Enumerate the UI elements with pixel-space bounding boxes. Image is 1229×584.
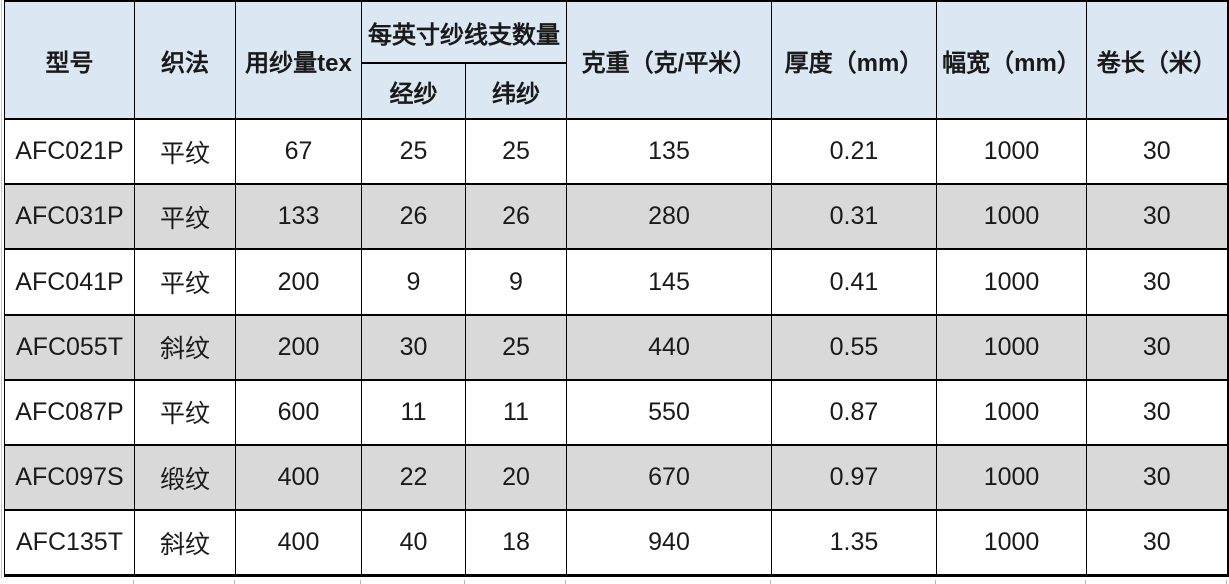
cell-weft: 25	[465, 117, 567, 186]
cell-weft: 25	[465, 313, 567, 381]
cell-thickness: 0.21	[771, 117, 937, 186]
cell-width: 1000	[936, 183, 1087, 251]
cell-weft: 18	[465, 509, 567, 577]
cell-yarn-tex: 67	[235, 117, 362, 186]
table-row: AFC031P 平纹 133 26 26 280 0.31 1000 30	[4, 183, 1228, 251]
cell-thickness: 0.55	[771, 313, 937, 381]
cell-model: AFC021P	[4, 117, 135, 186]
header-length: 卷长（米）	[1086, 0, 1228, 120]
cell-width: 1000	[936, 248, 1087, 316]
header-width: 幅宽（mm）	[936, 0, 1087, 120]
cell-warp: 30	[361, 313, 466, 381]
cell-weave: 平纹	[134, 117, 236, 186]
cell-width: 1000	[936, 444, 1087, 512]
cell-model: AFC087P	[4, 378, 135, 447]
cell-warp: 11	[361, 378, 466, 447]
table-row: AFC097S 缎纹 400 22 20 670 0.97 1000 30	[4, 444, 1228, 512]
header-weft: 纬纱	[465, 62, 567, 120]
cell-weight: 280	[566, 183, 772, 251]
cell-model: AFC135T	[4, 509, 135, 577]
cell-warp: 25	[361, 117, 466, 186]
cell-weave: 平纹	[134, 378, 236, 447]
cell-weight: 670	[566, 444, 772, 512]
cell-weight: 940	[566, 509, 772, 577]
cell-width: 1000	[936, 378, 1087, 447]
header-model: 型号	[4, 0, 135, 120]
cell-weave: 平纹	[134, 183, 236, 251]
left-gridline	[1, 0, 2, 578]
cell-thickness: 0.31	[771, 183, 937, 251]
cell-length: 30	[1086, 248, 1228, 316]
cell-thickness: 0.41	[771, 248, 937, 316]
cell-width: 1000	[936, 117, 1087, 186]
cell-width: 1000	[936, 509, 1087, 577]
cell-warp: 26	[361, 183, 466, 251]
cell-weight: 145	[566, 248, 772, 316]
cell-weight: 135	[566, 117, 772, 186]
table-row: AFC087P 平纹 600 11 11 550 0.87 1000 30	[4, 378, 1228, 447]
cell-model: AFC041P	[4, 248, 135, 316]
table-header: 型号 织法 用纱量tex 每英寸纱线支数量 克重（克/平米） 厚度（mm） 幅宽…	[4, 0, 1228, 120]
cell-warp: 9	[361, 248, 466, 316]
header-weave: 织法	[134, 0, 236, 120]
cell-weft: 20	[465, 444, 567, 512]
header-yarn-tex: 用纱量tex	[235, 0, 362, 120]
table-row: AFC041P 平纹 200 9 9 145 0.41 1000 30	[4, 248, 1228, 316]
table-row: AFC055T 斜纹 200 30 25 440 0.55 1000 30	[4, 313, 1228, 381]
cell-length: 30	[1086, 183, 1228, 251]
cell-weft: 9	[465, 248, 567, 316]
cell-length: 30	[1086, 444, 1228, 512]
cell-yarn-tex: 200	[235, 248, 362, 316]
cell-yarn-tex: 400	[235, 509, 362, 577]
header-thickness: 厚度（mm）	[771, 0, 937, 120]
cell-length: 30	[1086, 378, 1228, 447]
cell-thickness: 0.97	[771, 444, 937, 512]
cell-model: AFC097S	[4, 444, 135, 512]
header-weight: 克重（克/平米）	[566, 0, 772, 120]
cell-width: 1000	[936, 313, 1087, 381]
table-row: AFC021P 平纹 67 25 25 135 0.21 1000 30	[4, 117, 1228, 186]
cell-length: 30	[1086, 117, 1228, 186]
cell-thickness: 0.87	[771, 378, 937, 447]
cell-yarn-tex: 133	[235, 183, 362, 251]
cell-weave: 缎纹	[134, 444, 236, 512]
cell-weave: 斜纹	[134, 509, 236, 577]
fabric-spec-table: 型号 织法 用纱量tex 每英寸纱线支数量 克重（克/平米） 厚度（mm） 幅宽…	[4, 0, 1229, 577]
cell-warp: 22	[361, 444, 466, 512]
cell-yarn-tex: 200	[235, 313, 362, 381]
table-row: AFC135T 斜纹 400 40 18 940 1.35 1000 30	[4, 509, 1228, 577]
cell-weight: 440	[566, 313, 772, 381]
cell-weight: 550	[566, 378, 772, 447]
cell-weave: 平纹	[134, 248, 236, 316]
cell-warp: 40	[361, 509, 466, 577]
cell-yarn-tex: 400	[235, 444, 362, 512]
cell-length: 30	[1086, 509, 1228, 577]
cell-model: AFC031P	[4, 183, 135, 251]
cell-model: AFC055T	[4, 313, 135, 381]
cell-yarn-tex: 600	[235, 378, 362, 447]
cell-weft: 11	[465, 378, 567, 447]
table-body: AFC021P 平纹 67 25 25 135 0.21 1000 30 AFC031P 平纹 133…	[4, 117, 1228, 577]
header-group-yarn-count-per-inch: 每英寸纱线支数量	[361, 0, 567, 64]
cell-thickness: 1.35	[771, 509, 937, 577]
cell-weft: 26	[465, 183, 567, 251]
cell-length: 30	[1086, 313, 1228, 381]
header-warp: 经纱	[361, 62, 466, 120]
cell-weave: 斜纹	[134, 313, 236, 381]
bottom-gridline-strip	[4, 580, 1227, 584]
